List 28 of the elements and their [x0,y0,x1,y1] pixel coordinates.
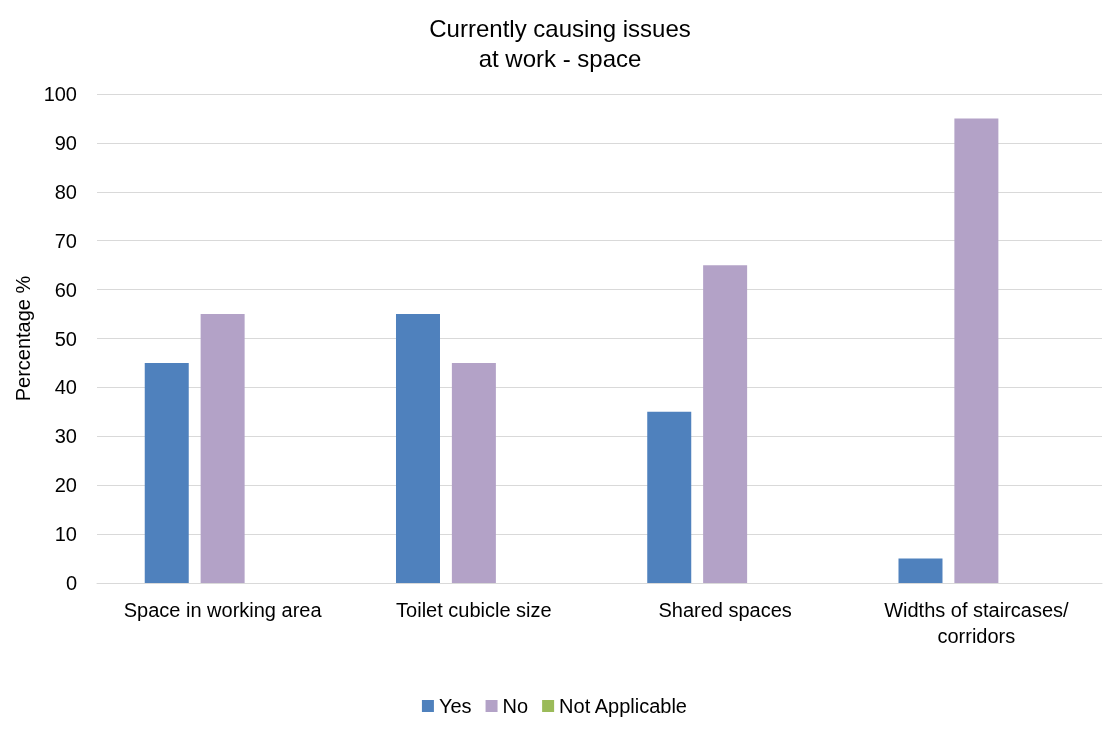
legend-label: Yes [438,695,472,717]
y-tick-label: 80 [54,180,77,203]
bar [396,314,440,583]
y-tick-label: 100 [43,83,77,105]
chart-title: Currently causing issues at work - space [429,14,691,72]
bar [200,314,245,583]
x-tick-label: Space in working area [123,599,323,621]
x-tick-label: Toilet cubicle size [396,599,552,621]
bar [703,265,748,583]
y-tick-label: 90 [54,131,77,154]
y-tick-label: 70 [54,229,77,252]
y-tick-label: 20 [54,474,77,497]
x-tick-label: Widths of staircases/corridors [884,599,1070,647]
bar [898,558,943,583]
y-tick-label: 0 [65,572,77,594]
y-tick-label: 10 [54,523,77,546]
y-tick-label: 60 [54,278,77,301]
legend-label: Not Applicable [559,695,687,717]
y-axis-title: Percentage % [11,275,34,402]
legend-label: No [502,695,529,717]
bar [954,118,999,583]
y-tick-label: 30 [54,425,77,448]
bar [451,362,496,583]
y-tick-label: 40 [54,376,77,399]
x-tick-label: Shared spaces [658,599,792,621]
y-tick-label: 50 [54,327,77,350]
bar [647,411,692,583]
bar [144,362,189,583]
